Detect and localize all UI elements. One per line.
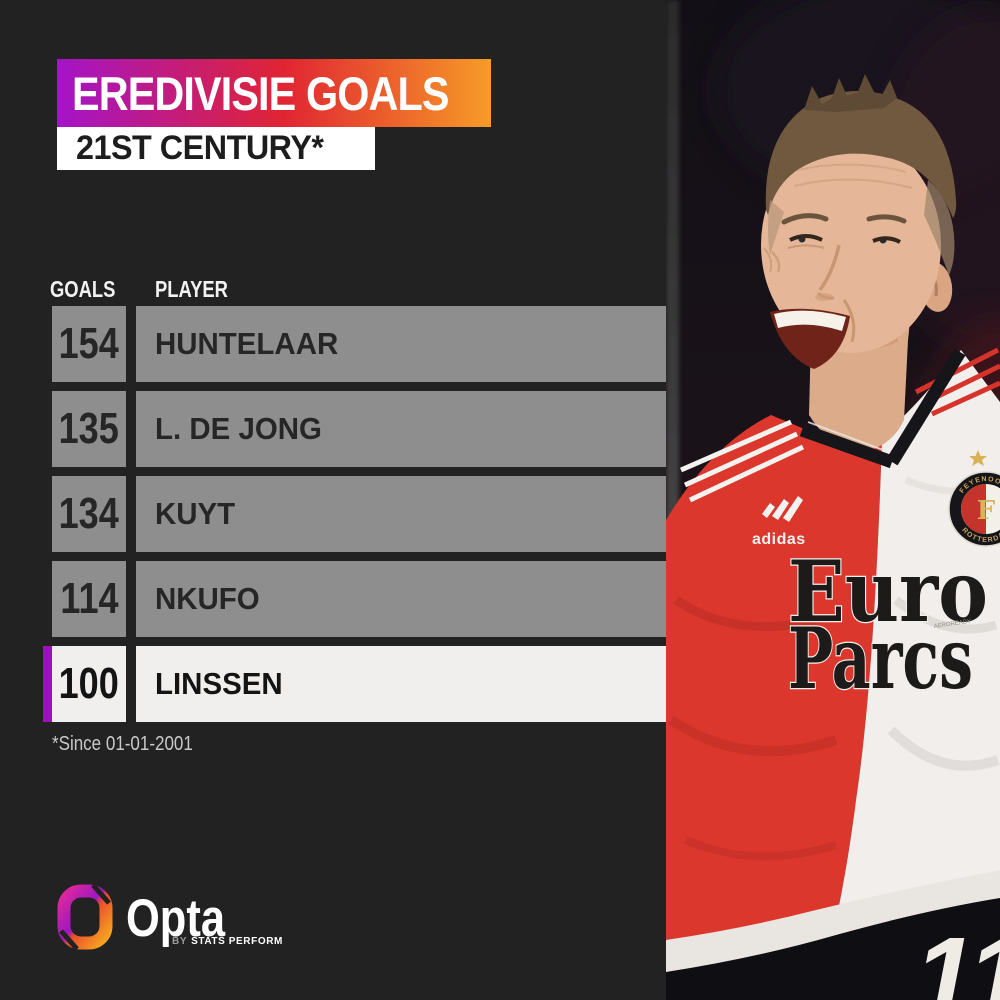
- player-cell: HUNTELAAR: [136, 306, 666, 382]
- page-title: EREDIVISIE GOALS: [72, 66, 450, 120]
- goals-cell: 134: [52, 476, 126, 552]
- opta-logo-icon: [57, 884, 113, 950]
- footnote: *Since 01-01-2001: [52, 733, 193, 755]
- player-cell: LINSSEN: [136, 646, 666, 722]
- feyenoord-shirt: [666, 347, 1000, 1000]
- player-photo: adidas FEYENOORD ROTTERDAM F Euro Parcs …: [666, 0, 1000, 1000]
- sponsor-line-1: Euro: [788, 542, 988, 641]
- page-subtitle: 21ST CENTURY*: [76, 129, 324, 167]
- feyenoord-crest: FEYENOORD ROTTERDAM F: [948, 450, 1000, 547]
- adidas-logo: adidas: [752, 496, 806, 548]
- table-row: 114 NKUFO: [0, 561, 700, 637]
- column-header-player: PLAYER: [155, 276, 228, 302]
- by-label: BY: [172, 936, 188, 947]
- player-head: [761, 74, 957, 369]
- eyebrow: [781, 213, 829, 225]
- shirt-hem: [666, 870, 1000, 974]
- shirt-sponsor: Euro Parcs: [787, 541, 990, 710]
- table-row: 154 HUNTELAAR: [0, 306, 700, 382]
- player-cell: NKUFO: [136, 561, 666, 637]
- teeth: [774, 310, 846, 331]
- eye: [872, 236, 901, 244]
- table-row-highlighted: 100 LINSSEN: [0, 646, 700, 722]
- title-banner: EREDIVISIE GOALS: [57, 59, 491, 127]
- nose: [818, 244, 841, 292]
- player-cell: L. DE JONG: [136, 391, 666, 467]
- shirt-collar: [799, 348, 966, 469]
- goals-cell: 135: [52, 391, 126, 467]
- hair: [765, 91, 957, 218]
- adidas-wordmark: adidas: [752, 531, 806, 548]
- shorts-number: 11: [914, 915, 1000, 1000]
- apparel-tech-label: AEROREADY: [933, 619, 971, 630]
- sponsor-line-2: Parcs: [788, 609, 973, 708]
- stats-perform-label: STATS PERFORM: [191, 936, 283, 947]
- highlight-accent-bar: [43, 646, 52, 722]
- table-row: 134 KUYT: [0, 476, 700, 552]
- column-header-goals: GOALS: [50, 276, 116, 302]
- crest-star: [969, 450, 987, 466]
- opta-logo-text: Opta: [126, 889, 226, 948]
- subtitle-box: 21ST CENTURY*: [57, 127, 375, 170]
- table-row: 135 L. DE JONG: [0, 391, 700, 467]
- opta-tagline: BY STATS PERFORM: [172, 936, 283, 947]
- crest-letter: F: [977, 496, 996, 526]
- eyebrow: [866, 214, 907, 224]
- goals-cell: 114: [52, 561, 126, 637]
- eye: [789, 234, 823, 242]
- goals-cell: 154: [52, 306, 126, 382]
- player-cell: KUYT: [136, 476, 666, 552]
- goals-cell: 100: [52, 646, 126, 722]
- shorts: [666, 898, 1000, 1000]
